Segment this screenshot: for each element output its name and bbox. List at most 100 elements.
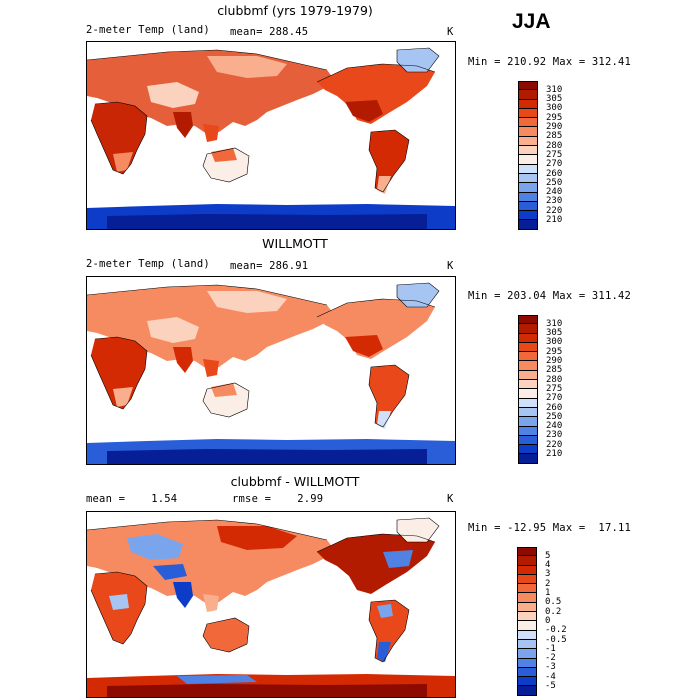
colorbar-tick-label: -0.2 [545,625,567,636]
colorbar-tick-label: 2 [545,578,551,589]
colorbar-swatch [518,454,538,464]
north-america-landmass [317,64,435,124]
australia-landmass [203,618,249,652]
colorbar-swatch [517,621,537,631]
colorbar-swatch [518,220,538,230]
panel-2-mean-label: mean= 286.91 [230,260,309,272]
colorbar-swatch [518,173,538,184]
greenland-landmass [397,48,439,72]
colorbar-swatch [518,146,538,156]
colorbar-swatch [517,565,537,575]
siberia-warm-anomaly [217,526,297,550]
colorbar-swatch [518,183,538,193]
panel-3-title: clubbmf - WILLMOTT [230,474,360,489]
panel-3-map-graphic [87,517,455,697]
colorbar-swatch [518,417,538,427]
colorbar-tick-label: 305 [546,328,563,339]
africa-landmass [91,337,147,409]
north-america-south-hot [345,335,383,357]
siberia-cool [207,291,287,313]
colorbar-tick-label: 260 [546,168,563,179]
india-landmass [173,347,193,373]
colorbar-tick-label: 5 [545,550,551,561]
colorbar-tick-label: -2 [545,653,556,664]
colorbar-swatch [517,612,537,622]
south-america-south-cool [377,176,391,194]
colorbar-swatch [518,342,538,353]
colorbar-tick-label: 295 [546,346,563,357]
panel-3-minmax: Min = -12.95 Max = 17.11 [468,522,632,534]
colorbar-swatch [518,164,538,174]
colorbar-tick-label: 0 [545,615,551,626]
antarctica-interior [107,684,427,697]
siberia-cool [207,56,287,78]
colorbar-tick-label: 210 [546,449,563,459]
panel-1-map-graphic [87,47,455,229]
colorbar-swatch [518,118,538,128]
panel-3-units: K [447,493,454,505]
colorbar-swatch [518,398,538,408]
colorbar-tick-label: 270 [546,159,563,170]
colorbar-swatch [517,547,537,557]
south-america-cool-anomaly [377,604,393,618]
colorbar-swatch [517,593,537,603]
colorbar-swatch [518,435,538,446]
panel-2-variable-label: 2-meter Temp (land) [86,258,210,270]
coastlines [87,282,440,428]
north-america-landmass [317,299,435,359]
antarctica-interior [107,449,427,464]
colorbar-tick-label: 0.5 [545,597,562,608]
colorbar-swatch [518,155,538,165]
colorbar-swatch [518,211,538,221]
colorbar-swatch [518,426,538,436]
colorbar-tick-label: -5 [545,681,556,691]
colorbar-tick-label: -0.5 [545,634,567,645]
colorbar-swatch [518,192,538,202]
panel-1-title: clubbmf (yrs 1979-1979) [217,3,373,18]
colorbar-swatch [518,333,538,343]
africa-cool-anomaly [109,594,129,610]
colorbar-tick-label: 210 [546,215,563,225]
se-asia-landmass [203,594,219,612]
panel-1-map [86,41,456,230]
colorbar-swatch [517,649,537,659]
colorbar-tick-label: 270 [546,393,563,404]
colorbar-tick-label: 300 [546,103,563,114]
colorbar-swatch [518,407,538,418]
colorbar-tick-label: 240 [546,187,563,198]
colorbar-tick-label: 280 [546,140,563,151]
north-america-east-cool [383,550,413,568]
colorbar-swatch [517,667,537,678]
central-asia-hotspot [147,317,199,343]
colorbar-swatch [517,677,537,687]
colorbar-swatch [518,445,538,455]
panel-2-colorbar: 310 305 300 295 290 285 280 275 270 260 250 240 230 2… [518,315,562,464]
panel-3-rmse-label: rmse = 2.99 [232,493,324,505]
central-asia-hotspot [147,82,199,108]
colorbar-swatch [518,389,538,399]
colorbar-swatch [518,361,538,371]
colorbar-tick-label: 250 [546,177,563,188]
panel-3-map [86,511,456,698]
colorbar-tick-label: 310 [546,84,563,95]
panel-3-colorbar: 5 4 3 2 1 0.5 0.2 0 -0.2 -0.5 -1 -2 -3 -4 -5 [517,547,567,696]
panel-2-map-graphic [87,282,455,464]
south-america-south-cool [377,642,391,662]
colorbar-tick-label: 4 [545,560,551,571]
colorbar-swatch [517,556,537,566]
colorbar-tick-label: 290 [546,122,563,132]
colorbar-swatch [517,602,537,613]
colorbar-tick-label: 280 [546,374,563,385]
panel-2-title: WILLMOTT [262,236,328,251]
colorbar-tick-label: 305 [546,94,563,105]
india-landmass [173,582,193,608]
panel-2-units: K [447,260,454,272]
panel-2-minmax: Min = 203.04 Max = 311.42 [468,290,632,302]
colorbar-tick-label: 275 [546,149,563,160]
colorbar-tick-label: 230 [546,430,563,441]
colorbar-tick-label: -4 [545,671,556,682]
colorbar-tick-label: 240 [546,421,563,432]
colorbar-tick-label: 285 [546,365,563,376]
colorbar-tick-label: 290 [546,356,563,366]
colorbar-swatch [518,324,538,334]
